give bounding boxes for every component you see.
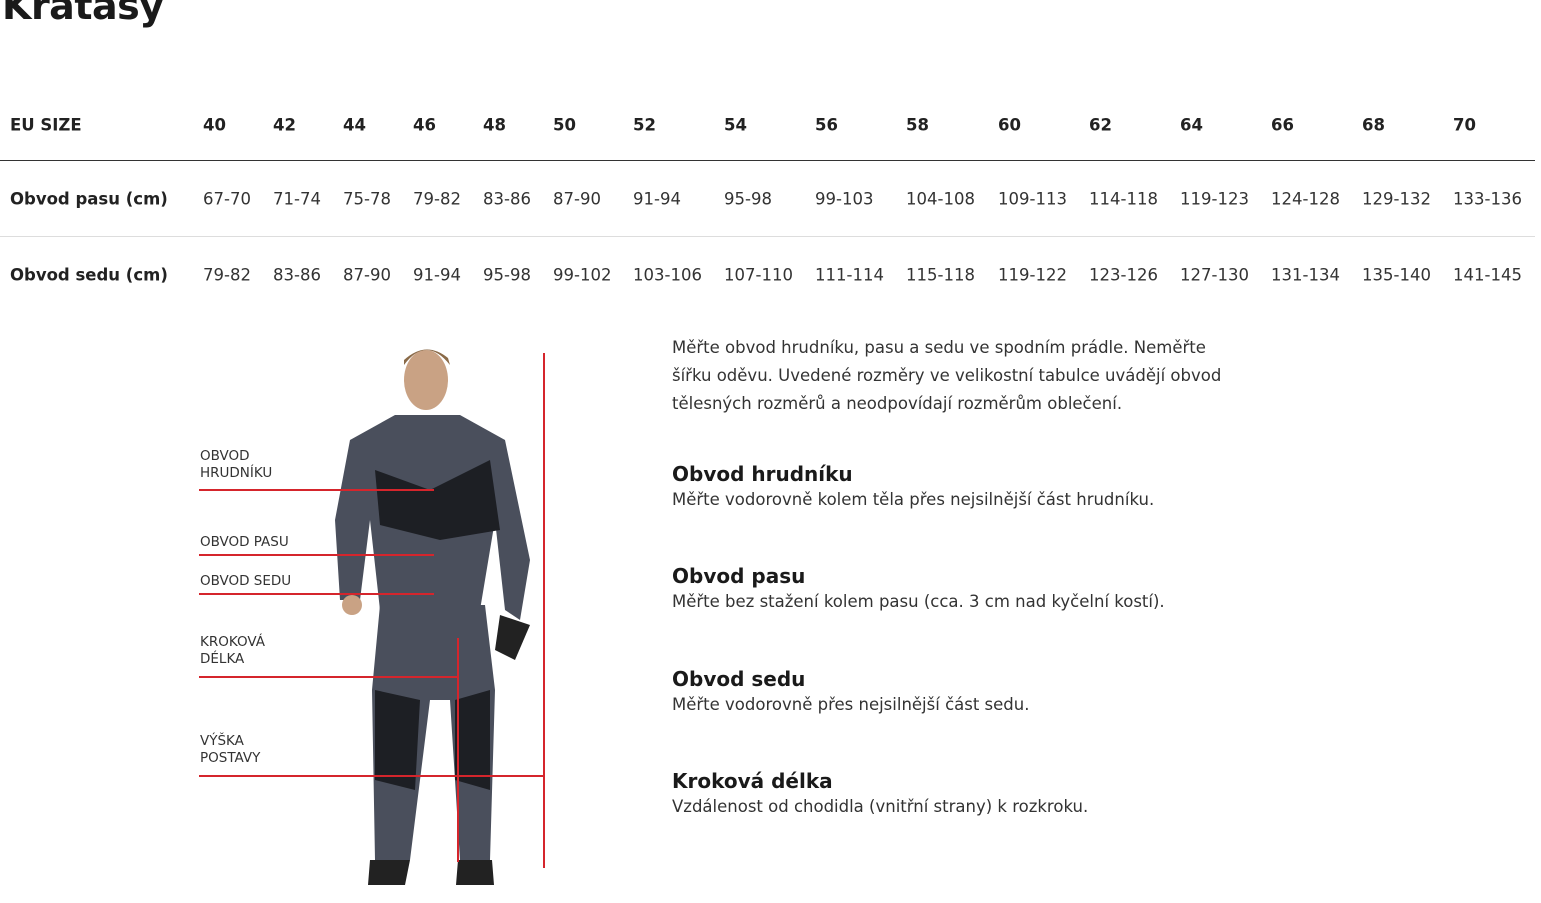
table-cell: 95-98 xyxy=(483,265,531,284)
intro-text: Měřte obvod hrudníku, pasu a sedu ve spo… xyxy=(672,334,1232,418)
table-cell: 79-82 xyxy=(413,189,461,208)
table-cell: 99-103 xyxy=(815,189,874,208)
section-inseam: Kroková délka Vzdálenost od chodidla (vni… xyxy=(672,769,1232,821)
row-label: Obvod pasu (cm) xyxy=(10,189,168,208)
table-cell: 114-118 xyxy=(1089,189,1158,208)
hip-line xyxy=(199,593,434,595)
header-label: EU SIZE xyxy=(10,115,82,135)
table-cell: 83-86 xyxy=(273,265,321,284)
size-header: 64 xyxy=(1180,115,1203,135)
size-header: 56 xyxy=(815,115,838,135)
section-chest: Obvod hrudníku Měřte vodorovně kolem těla… xyxy=(672,462,1232,514)
table-cell: 133-136 xyxy=(1453,189,1522,208)
table-cell: 141-145 xyxy=(1453,265,1522,284)
table-cell: 104-108 xyxy=(906,189,975,208)
row-label: Obvod sedu (cm) xyxy=(10,265,168,284)
waist-line xyxy=(199,554,434,556)
table-cell: 95-98 xyxy=(724,189,772,208)
inseam-horizontal-line xyxy=(199,676,459,678)
table-cell: 115-118 xyxy=(906,265,975,284)
size-table: EU SIZE 40 42 44 46 48 50 52 54 56 58 60 62 64 66 68 70… xyxy=(0,90,1535,312)
section-heading: Kroková délka xyxy=(672,769,833,793)
table-cell: 111-114 xyxy=(815,265,884,284)
section-text: Měřte bez stažení kolem pasu (cca. 3 cm … xyxy=(672,592,1165,611)
table-cell: 83-86 xyxy=(483,189,531,208)
intro-paragraph: Měřte obvod hrudníku, pasu a sedu ve spo… xyxy=(672,338,1222,413)
label-inseam: KROKOVÁ DÉLKA xyxy=(200,634,265,667)
size-header: 42 xyxy=(273,115,296,135)
table-cell: 67-70 xyxy=(203,189,251,208)
table-header-row: EU SIZE 40 42 44 46 48 50 52 54 56 58 60 62 64 66 68 70 xyxy=(0,90,1535,161)
size-header: 40 xyxy=(203,115,226,135)
page-title: Kraťasy xyxy=(2,0,164,28)
size-header: 70 xyxy=(1453,115,1476,135)
table-row: Obvod pasu (cm) 67-70 71-74 75-78 79-82 83-8… xyxy=(0,161,1535,237)
label-waist: OBVOD PASU xyxy=(200,534,289,550)
table-row: Obvod sedu (cm) 79-82 83-86 87-90 91-94 95-9… xyxy=(0,237,1535,312)
section-hip: Obvod sedu Měřte vodorovně přes nejsilněj… xyxy=(672,667,1232,719)
table-cell: 87-90 xyxy=(343,265,391,284)
size-header: 44 xyxy=(343,115,366,135)
table-cell: 99-102 xyxy=(553,265,612,284)
table-cell: 119-122 xyxy=(998,265,1067,284)
size-header: 60 xyxy=(998,115,1021,135)
table-cell: 131-134 xyxy=(1271,265,1340,284)
size-header: 50 xyxy=(553,115,576,135)
table-cell: 103-106 xyxy=(633,265,702,284)
table-cell: 71-74 xyxy=(273,189,321,208)
table-cell: 129-132 xyxy=(1362,189,1431,208)
chest-line xyxy=(199,489,434,491)
label-chest: OBVOD HRUDNÍKU xyxy=(200,448,273,481)
table-cell: 79-82 xyxy=(203,265,251,284)
table-cell: 109-113 xyxy=(998,189,1067,208)
table-cell: 75-78 xyxy=(343,189,391,208)
size-header: 58 xyxy=(906,115,929,135)
section-heading: Obvod hrudníku xyxy=(672,462,853,486)
table-cell: 87-90 xyxy=(553,189,601,208)
label-height: VÝŠKA POSTAVY xyxy=(200,733,261,766)
section-text: Měřte vodorovně přes nejsilnější část se… xyxy=(672,695,1030,714)
size-header: 48 xyxy=(483,115,506,135)
size-header: 68 xyxy=(1362,115,1385,135)
size-header: 52 xyxy=(633,115,656,135)
table-cell: 135-140 xyxy=(1362,265,1431,284)
section-heading: Obvod pasu xyxy=(672,564,806,588)
height-horizontal-line xyxy=(199,775,545,777)
table-cell: 127-130 xyxy=(1180,265,1249,284)
table-cell: 119-123 xyxy=(1180,189,1249,208)
size-header: 54 xyxy=(724,115,747,135)
size-header: 62 xyxy=(1089,115,1112,135)
table-cell: 91-94 xyxy=(633,189,681,208)
table-cell: 107-110 xyxy=(724,265,793,284)
table-cell: 91-94 xyxy=(413,265,461,284)
label-hip: OBVOD SEDU xyxy=(200,573,292,589)
section-text: Měřte vodorovně kolem těla přes nejsilně… xyxy=(672,490,1155,509)
section-heading: Obvod sedu xyxy=(672,667,806,691)
table-cell: 124-128 xyxy=(1271,189,1340,208)
table-cell: 123-126 xyxy=(1089,265,1158,284)
size-header: 66 xyxy=(1271,115,1294,135)
size-header: 46 xyxy=(413,115,436,135)
section-text: Vzdálenost od chodidla (vnitřní strany) … xyxy=(672,797,1089,816)
section-waist: Obvod pasu Měřte bez stažení kolem pasu (… xyxy=(672,564,1232,616)
